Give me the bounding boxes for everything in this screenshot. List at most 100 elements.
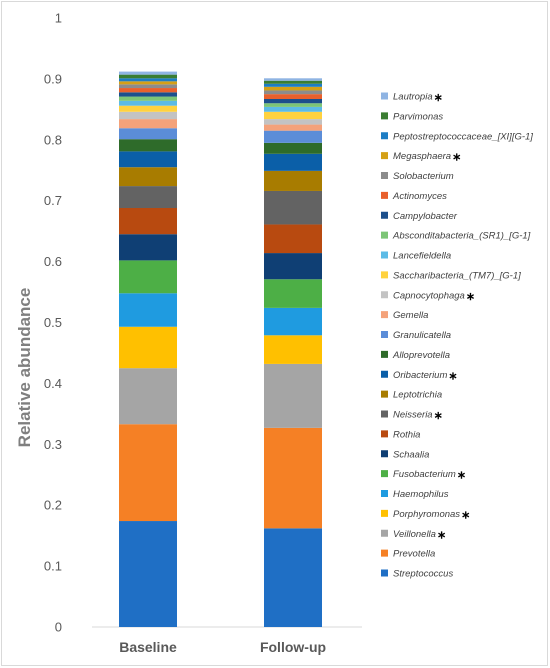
significance-star-icon: ∗	[434, 410, 443, 422]
significance-star-icon: ∗	[448, 370, 457, 382]
legend-swatch	[381, 490, 388, 497]
legend-label: Peptostreptococcaceae_[XI][G-1]	[393, 131, 533, 142]
legend-swatch	[381, 112, 388, 120]
x-category-label: Follow-up	[260, 639, 326, 655]
bar-segment	[264, 253, 322, 280]
bar-segment	[119, 74, 177, 79]
legend-label: Haemophilus	[393, 489, 449, 500]
legend-label: Prevotella	[393, 549, 435, 560]
legend-item: Solobacterium	[381, 171, 454, 182]
bar-segment	[264, 224, 322, 254]
bar-segment	[264, 153, 322, 171]
significance-star-icon: ∗	[434, 92, 443, 104]
legend-item: Granulicatella	[381, 330, 451, 341]
legend-label: Absconditabacteria_(SR1)_[G-1]	[392, 231, 531, 242]
bar-segment	[119, 100, 177, 106]
bar-segment	[119, 71, 177, 75]
bar-segment	[264, 80, 322, 84]
bar-segment	[119, 424, 177, 522]
legend: Lautropia ∗ParvimonasPeptostreptococcacea…	[381, 92, 533, 580]
legend-item: Megasphaera ∗	[381, 151, 461, 164]
legend-label: Solobacterium	[393, 171, 454, 182]
bar-segment	[119, 111, 177, 120]
y-axis-label: Relative abundance	[15, 288, 34, 448]
legend-item: Capnocytophaga ∗	[381, 290, 475, 303]
bar-segment	[264, 86, 322, 91]
y-tick-label: 0.1	[44, 559, 62, 574]
bar-segment	[264, 142, 322, 154]
legend-swatch	[381, 92, 388, 100]
legend-swatch	[381, 191, 388, 199]
legend-swatch	[381, 211, 388, 219]
legend-label: Schaalia	[393, 449, 429, 460]
legend-label: Fusobacterium	[393, 469, 456, 480]
legend-item: Peptostreptococcaceae_[XI][G-1]	[381, 131, 533, 142]
bar-segment	[119, 186, 177, 209]
legend-label: Rothia	[393, 429, 420, 440]
legend-item: Neisseria ∗	[381, 410, 443, 422]
legend-item: Alloprevotella	[381, 350, 450, 361]
y-axis: 0 0.1 0.2 0.3 0.4 0.5 0.6 0.7 0.8 0.9 1	[44, 11, 62, 635]
legend-swatch	[381, 430, 388, 438]
bar-segment	[264, 119, 322, 125]
legend-swatch	[381, 231, 388, 239]
legend-label: Parvimonas	[393, 111, 443, 122]
y-tick-label: 0.4	[44, 376, 62, 391]
bar-segment	[264, 335, 322, 364]
legend-swatch	[381, 152, 388, 160]
bar-segment	[264, 130, 322, 143]
legend-item: Porphyromonas ∗	[381, 509, 470, 521]
legend-swatch	[381, 470, 388, 478]
bars	[119, 71, 322, 627]
legend-label: Neisseria	[393, 410, 433, 421]
legend-label: Alloprevotella	[392, 350, 450, 361]
bar-segment	[119, 293, 177, 327]
legend-swatch	[381, 549, 388, 557]
y-tick-label: 0.6	[44, 254, 62, 269]
bar-segment	[264, 427, 322, 529]
legend-item: Fusobacterium ∗	[381, 469, 466, 482]
bar-segment	[264, 103, 322, 107]
legend-item: Prevotella	[381, 549, 435, 560]
bar-segment	[119, 167, 177, 187]
legend-swatch	[381, 251, 388, 259]
y-tick-label: 0	[55, 620, 62, 635]
significance-star-icon: ∗	[466, 291, 475, 303]
bar-segment	[264, 170, 322, 191]
legend-label: Actinomyces	[392, 191, 447, 202]
legend-swatch	[381, 370, 388, 378]
legend-swatch	[381, 132, 388, 140]
legend-label: Oribacterium	[393, 370, 447, 381]
bar-segment	[119, 139, 177, 152]
bar-segment	[119, 92, 177, 97]
legend-label: Capnocytophaga	[393, 290, 465, 301]
bar-segment	[119, 151, 177, 168]
bar-segment	[264, 78, 322, 81]
y-tick-label: 0.3	[44, 437, 62, 452]
x-axis-categories: Baseline Follow-up	[119, 639, 326, 655]
legend-swatch	[381, 271, 388, 279]
legend-item: Haemophilus	[381, 489, 449, 500]
bar-segment	[264, 90, 322, 95]
bar-segment	[119, 208, 177, 235]
legend-swatch	[381, 410, 388, 418]
legend-label: Granulicatella	[393, 330, 451, 341]
bar-segment	[119, 368, 177, 425]
y-tick-label: 0.7	[44, 193, 62, 208]
legend-swatch	[381, 450, 388, 458]
y-tick-label: 0.5	[44, 315, 62, 330]
bar-segment	[119, 234, 177, 261]
significance-star-icon: ∗	[437, 529, 446, 541]
bar-segment	[264, 83, 322, 87]
legend-label: Lautropia	[393, 92, 433, 103]
legend-label: Streptococcus	[393, 569, 453, 580]
legend-item: Lancefieldella	[381, 251, 451, 262]
bar-segment	[264, 111, 322, 120]
legend-swatch	[381, 172, 388, 179]
bar-segment	[264, 363, 322, 428]
legend-label: Lancefieldella	[393, 251, 451, 262]
bar-segment	[119, 105, 177, 112]
legend-item: Saccharibacteria_(TM7)_[G-1]	[381, 270, 521, 281]
legend-item: Veillonella ∗	[381, 529, 446, 541]
bar-segment	[119, 119, 177, 129]
